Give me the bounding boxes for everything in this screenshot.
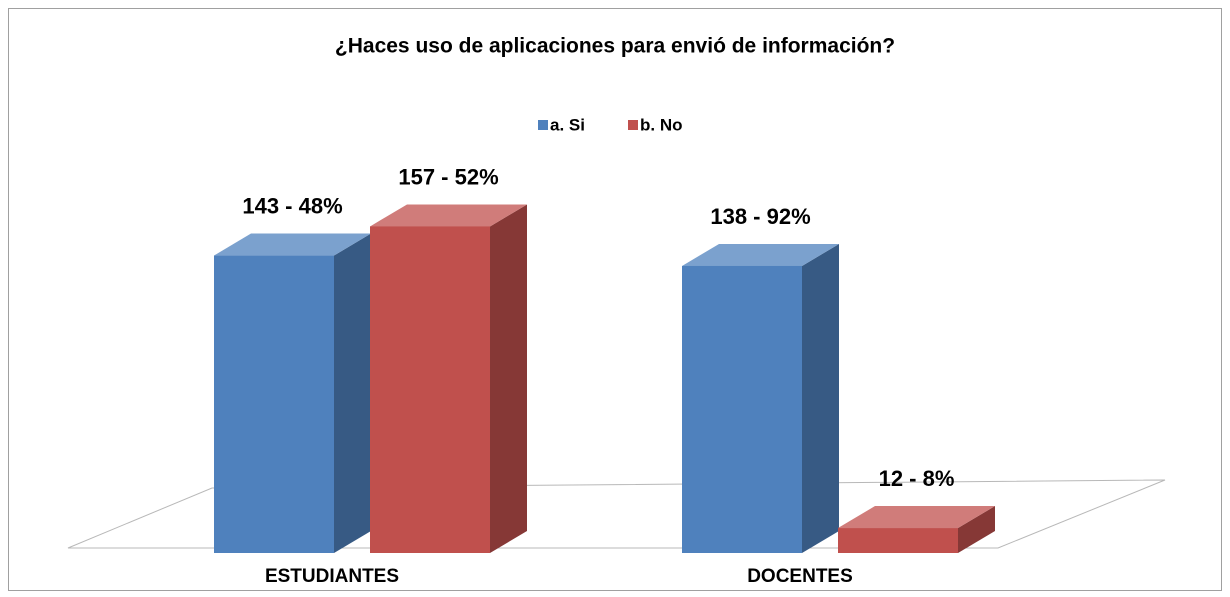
x-tick-label: DOCENTES (747, 566, 853, 587)
legend-swatch (628, 120, 638, 130)
bar (214, 233, 371, 553)
bar-top (370, 204, 527, 227)
bar-top (838, 506, 995, 529)
x-tick-label: ESTUDIANTES (265, 566, 399, 587)
bar (838, 506, 995, 553)
bar-side (802, 243, 839, 553)
bar-side (490, 204, 527, 553)
bar-side (334, 233, 371, 553)
bar-top (214, 233, 371, 256)
bar-front (214, 255, 334, 553)
legend-label: b. No (640, 115, 683, 134)
bar-top (682, 243, 839, 266)
data-label: 143 - 48% (242, 193, 342, 218)
data-label: 138 - 92% (710, 204, 810, 229)
legend-swatch (538, 120, 548, 130)
legend-label: a. Si (550, 115, 585, 134)
chart-frame (8, 8, 1222, 591)
bar (370, 204, 527, 553)
data-label: 157 - 52% (398, 164, 498, 189)
bar-front (838, 528, 958, 553)
bar (682, 243, 839, 553)
bar-front (370, 226, 490, 553)
data-label: 12 - 8% (879, 466, 955, 491)
bar-side (958, 506, 995, 553)
chart-title: ¿Haces uso de aplicaciones para envió de… (335, 35, 895, 58)
bar-front (682, 265, 802, 553)
